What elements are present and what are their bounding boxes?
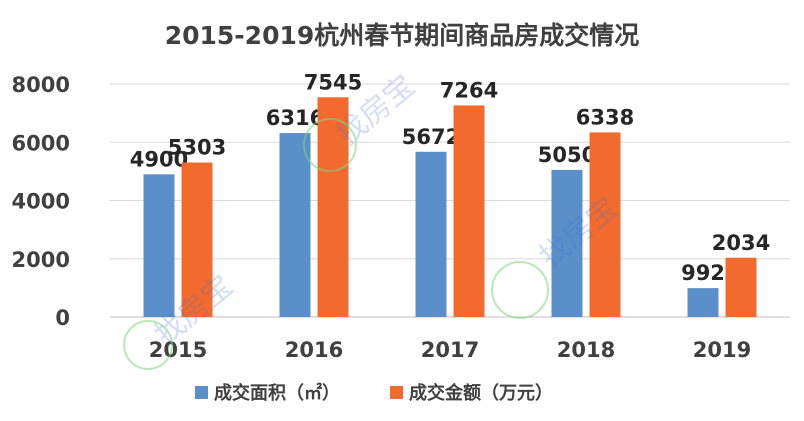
watermark-circle <box>303 118 357 172</box>
y-tick-label: 4000 <box>12 190 70 214</box>
data-label: 5303 <box>168 136 226 160</box>
data-label: 6316 <box>266 106 324 130</box>
gridlines <box>110 83 790 318</box>
x-tick-label: 2018 <box>557 338 615 362</box>
bar <box>181 162 213 317</box>
data-label: 992 <box>681 261 725 285</box>
x-tick-label: 2016 <box>285 338 343 362</box>
bar <box>589 132 621 317</box>
legend-swatch <box>195 386 208 399</box>
x-tick-label: 2017 <box>421 338 479 362</box>
data-label: 6338 <box>576 105 634 129</box>
bar <box>725 257 757 317</box>
x-tick-label: 2019 <box>693 338 751 362</box>
data-label: 7545 <box>304 70 362 94</box>
bar <box>279 133 311 317</box>
data-label: 2034 <box>712 231 770 255</box>
legend-label: 成交面积（㎡） <box>214 382 340 404</box>
bar <box>143 174 175 317</box>
y-axis-ticks: 0 2000 4000 6000 8000 <box>12 73 70 330</box>
chart-title: 2015-2019杭州春节期间商品房成交情况 <box>165 21 640 50</box>
data-label: 5672 <box>402 125 460 149</box>
bar <box>317 97 349 317</box>
bar <box>551 169 583 317</box>
data-label: 7264 <box>440 78 498 102</box>
legend: 成交面积（㎡） 成交金额（万元） <box>195 382 553 404</box>
bar <box>453 105 485 317</box>
y-tick-label: 0 <box>55 306 70 330</box>
x-axis-ticks: 2015 2016 2017 2018 2019 <box>149 338 751 362</box>
data-label: 4900 <box>130 147 188 171</box>
data-label: 5050 <box>538 143 596 167</box>
legend-label: 成交金额（万元） <box>409 382 553 404</box>
y-tick-label: 2000 <box>12 248 70 272</box>
y-tick-label: 6000 <box>12 131 70 155</box>
y-tick-label: 8000 <box>12 73 70 97</box>
bar <box>687 288 719 317</box>
watermark-circle <box>491 261 549 319</box>
x-tick-label: 2015 <box>149 338 207 362</box>
bar <box>415 151 447 317</box>
watermark-circle <box>123 320 173 370</box>
legend-swatch <box>390 386 403 399</box>
